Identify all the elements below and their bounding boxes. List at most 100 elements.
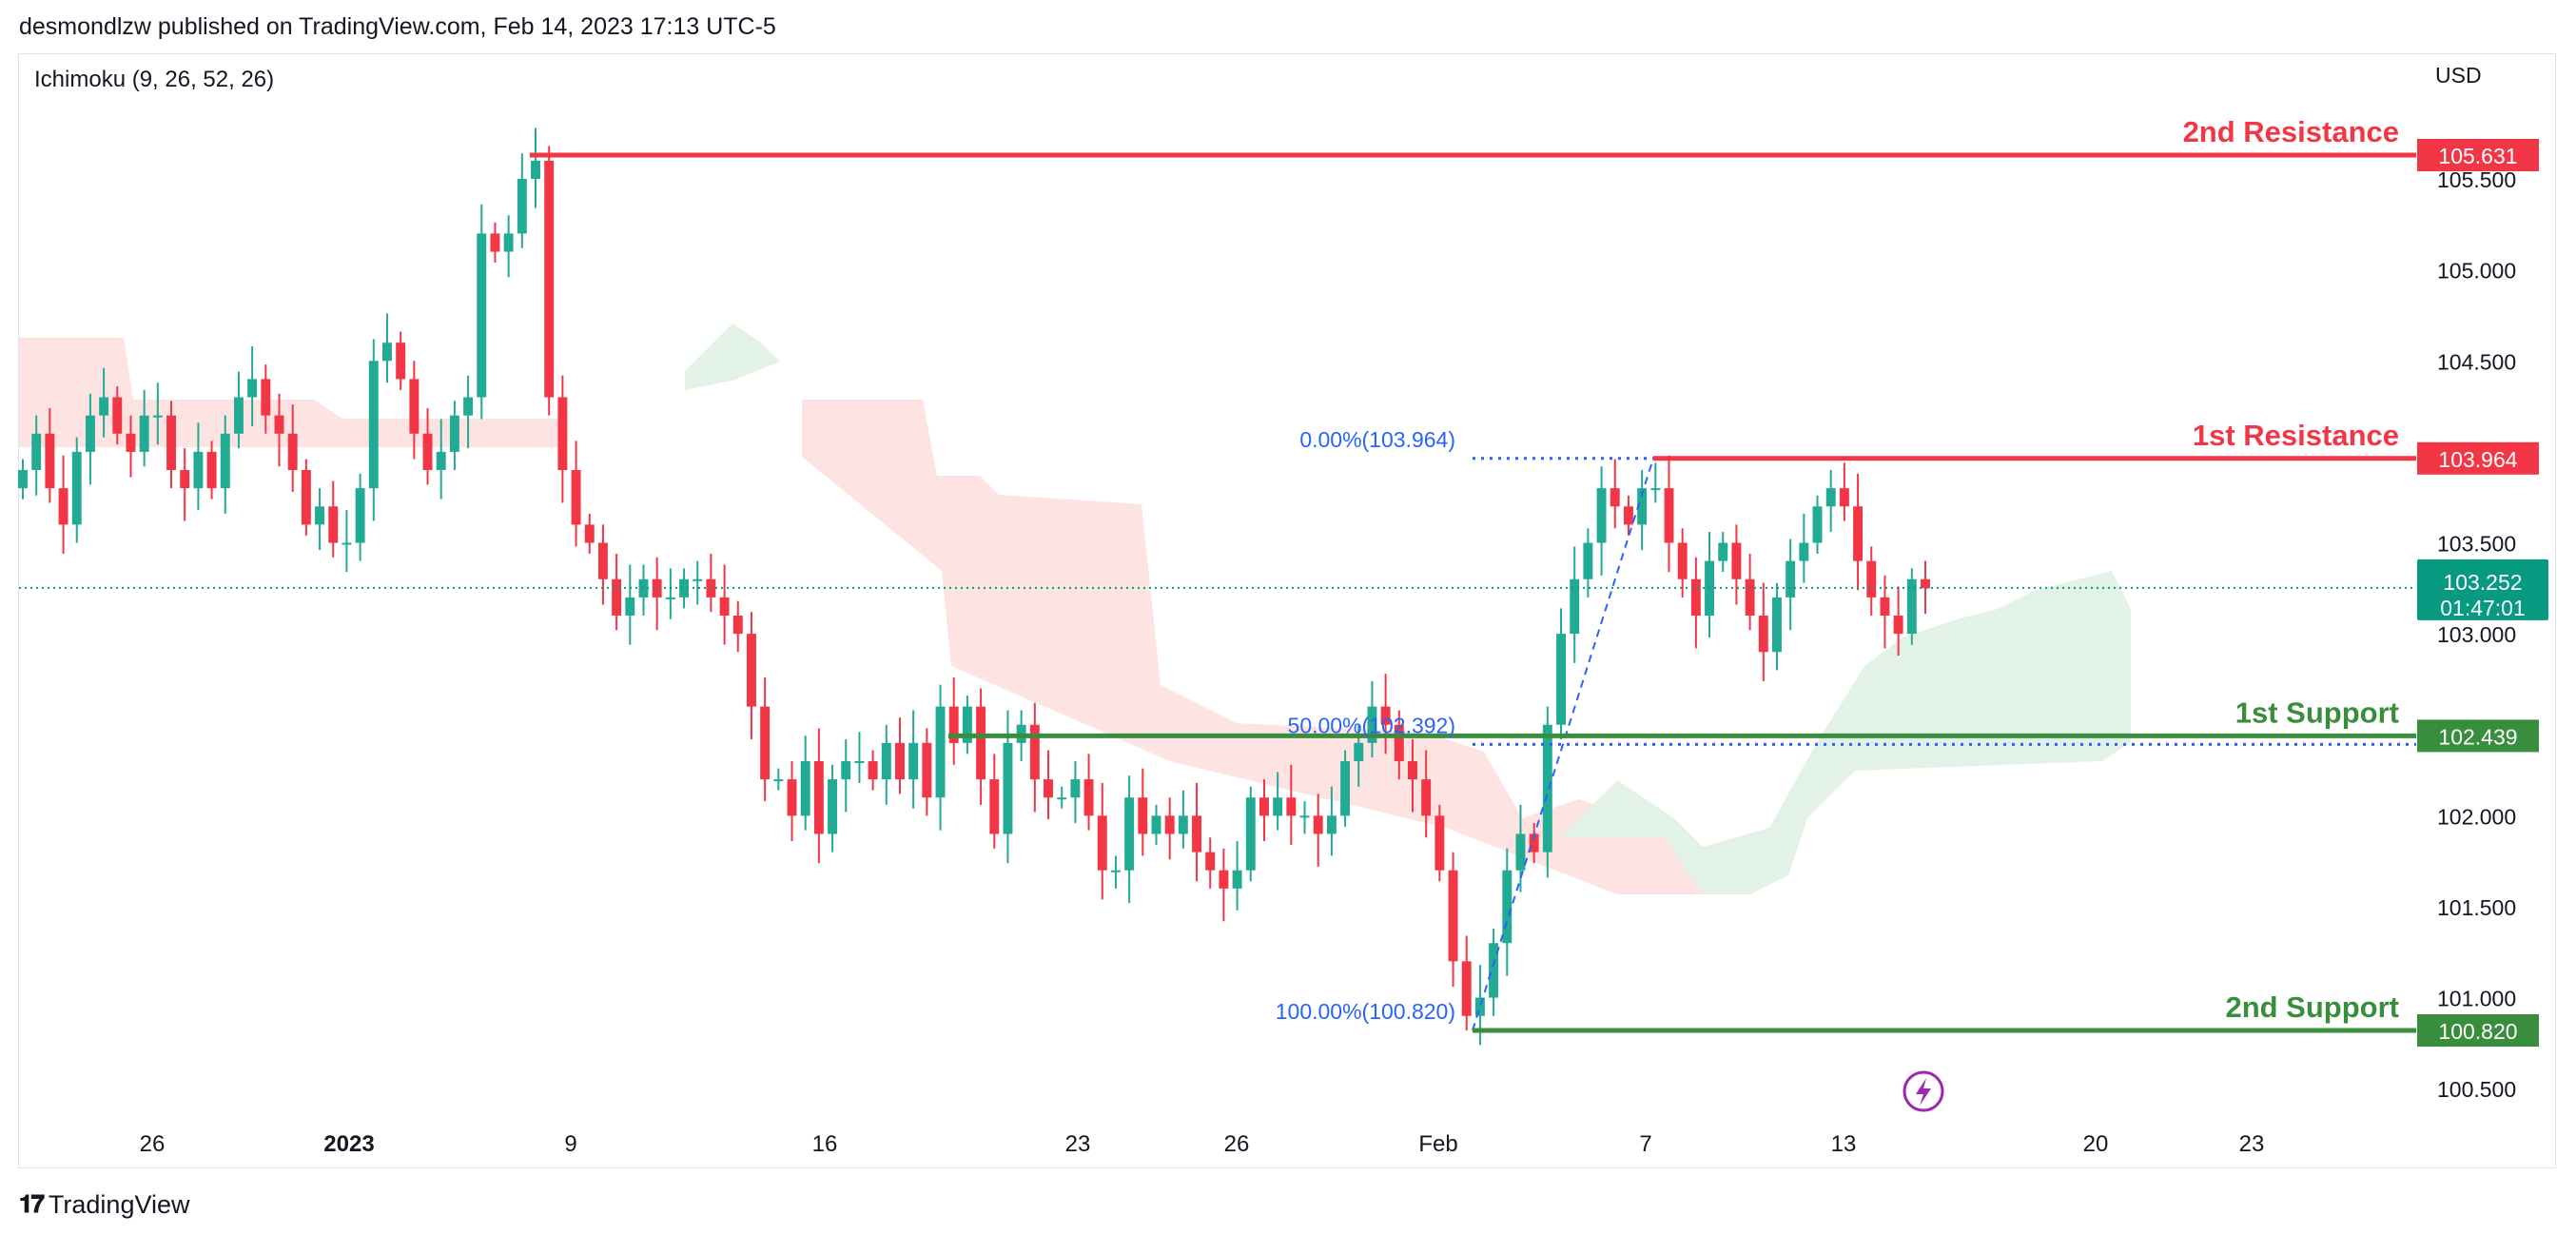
candle	[1839, 462, 1849, 521]
candle	[342, 510, 352, 573]
candle	[1151, 804, 1161, 845]
candle	[31, 415, 42, 496]
candle	[813, 728, 824, 864]
candle	[841, 739, 851, 813]
candle	[693, 560, 703, 605]
candle-body	[1623, 506, 1633, 525]
candle-body	[679, 578, 689, 598]
candle-body	[1866, 560, 1877, 598]
candle	[1110, 855, 1121, 889]
footer-brand[interactable]: 𝟏𝟕 TradingView	[19, 1189, 190, 1220]
candle-body	[1825, 488, 1836, 507]
candle-body	[517, 179, 527, 234]
candle	[1434, 804, 1445, 882]
candle	[1677, 528, 1688, 598]
candle-body	[597, 542, 608, 579]
tv-logo-icon: 𝟏𝟕	[19, 1189, 45, 1218]
y-tick-label: 105.500	[2437, 167, 2516, 192]
candle	[1758, 582, 1768, 681]
price-tag-label: 100.820	[2438, 1019, 2517, 1044]
candle-body	[1219, 870, 1229, 889]
y-tick-label: 103.500	[2437, 532, 2516, 557]
support-name-label: 1st Support	[2235, 696, 2399, 729]
candle-body	[58, 488, 68, 525]
cloud-bull-region	[1560, 571, 2131, 894]
candle-body	[1380, 706, 1391, 725]
candle-body	[1124, 797, 1135, 871]
candle-body	[854, 760, 865, 763]
candle-body	[1313, 815, 1323, 834]
candle	[1623, 495, 1633, 536]
candle	[71, 437, 82, 543]
candle-body	[152, 415, 163, 418]
candle-body	[1192, 815, 1202, 853]
candle	[1637, 470, 1648, 551]
price-tag	[2417, 719, 2539, 753]
candle-body	[571, 470, 581, 525]
candle	[665, 568, 675, 619]
candle	[828, 764, 838, 853]
candle	[544, 146, 555, 416]
candle	[1044, 750, 1053, 820]
candle	[503, 215, 514, 278]
candle-body	[112, 397, 123, 434]
candle-body	[652, 578, 662, 598]
currency-label[interactable]: USD	[2435, 63, 2482, 88]
candle-body	[881, 742, 891, 780]
candle	[1853, 473, 1864, 591]
candle	[679, 568, 689, 609]
candle-body	[1637, 488, 1648, 525]
candle-body	[1340, 760, 1351, 816]
candle	[746, 612, 756, 740]
candle-body	[1583, 542, 1593, 579]
lightning-icon[interactable]	[1903, 1070, 1944, 1112]
candle	[1786, 539, 1796, 631]
x-tick-label: 9	[564, 1131, 576, 1157]
candle-body	[1893, 615, 1903, 635]
candle-body	[1326, 815, 1337, 834]
candle	[1313, 794, 1323, 867]
indicator-label[interactable]: Ichimoku (9, 26, 52, 26)	[34, 67, 275, 92]
y-tick-label: 101.500	[2437, 895, 2516, 920]
candle-body	[1003, 742, 1013, 834]
candle-body	[1474, 997, 1485, 1016]
candle-body	[31, 433, 42, 471]
candle	[1906, 568, 1917, 645]
candle-body	[1650, 488, 1661, 491]
candle	[152, 382, 163, 445]
candle-body	[813, 760, 824, 834]
candle-body	[1367, 706, 1377, 743]
candle	[638, 564, 649, 616]
candle	[1326, 786, 1337, 856]
candle	[625, 564, 635, 645]
candle-body	[625, 597, 635, 616]
candle-body	[1044, 779, 1053, 798]
candle	[355, 473, 365, 561]
candle	[895, 717, 905, 794]
candle-body	[732, 615, 743, 635]
x-tick-label: 23	[2239, 1131, 2265, 1157]
y-tick-label: 102.000	[2437, 804, 2516, 829]
candle	[99, 367, 109, 438]
price-tag	[2417, 1014, 2539, 1047]
candle	[206, 441, 217, 500]
candle	[1394, 710, 1404, 780]
candle-body	[868, 760, 878, 780]
candle	[557, 375, 568, 503]
candle	[787, 760, 797, 842]
candle-body	[1745, 578, 1755, 616]
candle	[531, 127, 540, 208]
candle-body	[1812, 506, 1823, 543]
candle	[1772, 582, 1782, 671]
candle	[1718, 532, 1728, 573]
fib-trend-line	[1472, 458, 1654, 1031]
candle	[1380, 674, 1391, 755]
candle-body	[1880, 597, 1890, 616]
candle-body	[1853, 506, 1864, 561]
candle-body	[490, 233, 500, 252]
candle-body	[638, 578, 649, 598]
candle	[935, 684, 946, 831]
candle	[1529, 822, 1539, 864]
x-tick-label: 26	[140, 1131, 166, 1157]
